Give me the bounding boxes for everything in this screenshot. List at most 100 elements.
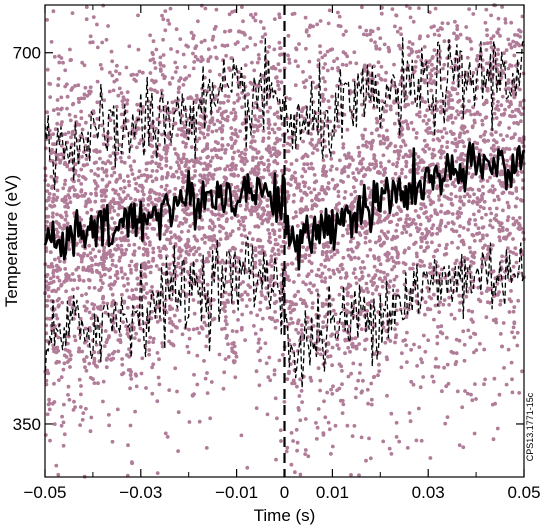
scatter-point xyxy=(73,405,77,409)
scatter-point xyxy=(373,273,378,278)
scatter-point xyxy=(439,209,443,214)
scatter-point xyxy=(300,332,305,336)
scatter-point xyxy=(468,335,473,340)
scatter-point xyxy=(278,68,282,73)
scatter-point xyxy=(413,222,418,226)
scatter-point xyxy=(326,244,331,249)
scatter-point xyxy=(119,269,124,274)
scatter-point xyxy=(79,167,84,172)
scatter-point xyxy=(183,256,188,261)
scatter-point xyxy=(82,92,87,97)
scatter-point xyxy=(419,206,423,211)
scatter-point xyxy=(135,72,139,77)
scatter-point xyxy=(407,53,412,57)
scatter-point xyxy=(496,47,500,52)
scatter-point xyxy=(210,155,215,160)
scatter-point xyxy=(60,300,65,305)
scatter-point xyxy=(414,135,419,140)
scatter-point xyxy=(327,105,332,110)
scatter-point xyxy=(324,302,328,307)
scatter-point xyxy=(393,24,397,29)
scatter-point xyxy=(196,19,200,24)
scatter-point xyxy=(488,40,493,45)
scatter-point xyxy=(116,349,121,354)
scatter-point xyxy=(419,245,423,250)
scatter-point xyxy=(432,292,436,297)
scatter-point xyxy=(345,227,349,232)
scatter-point xyxy=(450,120,455,125)
scatter-point xyxy=(148,71,153,75)
scatter-point xyxy=(320,250,325,254)
scatter-point xyxy=(125,102,129,106)
scatter-point xyxy=(423,100,428,104)
scatter-point xyxy=(128,386,133,391)
scatter-point xyxy=(65,82,69,87)
scatter-point xyxy=(99,66,104,71)
scatter-point xyxy=(184,249,189,254)
scatter-point xyxy=(271,146,275,151)
scatter-point xyxy=(66,205,70,210)
scatter-point xyxy=(511,264,516,269)
scatter-point xyxy=(277,87,282,91)
scatter-point xyxy=(158,61,163,66)
scatter-point xyxy=(204,145,209,150)
scatter-point xyxy=(485,255,490,259)
scatter-point xyxy=(214,7,219,12)
scatter-point xyxy=(109,286,113,291)
scatter-point xyxy=(505,200,510,205)
scatter-point xyxy=(279,439,283,443)
scatter-point xyxy=(186,239,191,244)
scatter-point xyxy=(192,311,197,316)
scatter-point xyxy=(499,169,504,174)
scatter-point xyxy=(207,253,212,258)
scatter-point xyxy=(303,417,308,421)
scatter-point xyxy=(208,218,213,223)
scatter-point xyxy=(118,333,123,338)
scatter-point xyxy=(506,37,511,42)
scatter-point xyxy=(57,360,61,364)
scatter-point xyxy=(84,120,88,125)
scatter-point xyxy=(372,154,377,158)
scatter-point xyxy=(143,295,148,300)
scatter-point xyxy=(298,418,303,423)
scatter-point xyxy=(241,19,245,24)
scatter-point xyxy=(256,166,260,171)
scatter-point xyxy=(258,358,262,363)
scatter-point xyxy=(493,401,497,406)
scatter-point xyxy=(368,247,373,252)
scatter-point xyxy=(84,5,89,9)
scatter-point xyxy=(300,109,304,114)
scatter-point xyxy=(275,136,279,141)
scatter-point xyxy=(370,291,375,296)
scatter-point xyxy=(474,67,479,72)
scatter-point xyxy=(104,173,109,178)
scatter-point xyxy=(445,145,449,150)
scatter-point xyxy=(374,164,379,168)
scatter-point xyxy=(232,117,236,122)
scatter-point xyxy=(514,189,519,193)
scatter-point xyxy=(129,267,133,272)
scatter-point xyxy=(444,252,449,256)
scatter-point xyxy=(150,285,154,289)
scatter-point xyxy=(450,220,455,225)
scatter-point xyxy=(54,361,59,365)
scatter-point xyxy=(230,346,234,351)
scatter-point xyxy=(299,389,304,393)
scatter-point xyxy=(352,199,357,204)
scatter-point xyxy=(272,47,277,52)
scatter-point xyxy=(308,75,312,80)
scatter-point xyxy=(254,406,259,410)
scatter-point xyxy=(80,127,85,132)
scatter-point xyxy=(173,269,178,274)
scatter-point xyxy=(275,161,280,166)
scatter-point xyxy=(498,238,502,243)
scatter-point xyxy=(172,192,177,197)
scatter-point xyxy=(466,227,470,232)
scatter-point xyxy=(296,331,301,335)
scatter-point xyxy=(290,321,295,325)
scatter-point xyxy=(157,192,162,197)
scatter-point xyxy=(207,225,212,229)
scatter-point xyxy=(104,170,108,174)
scatter-point xyxy=(245,465,250,470)
scatter-point xyxy=(168,321,172,325)
